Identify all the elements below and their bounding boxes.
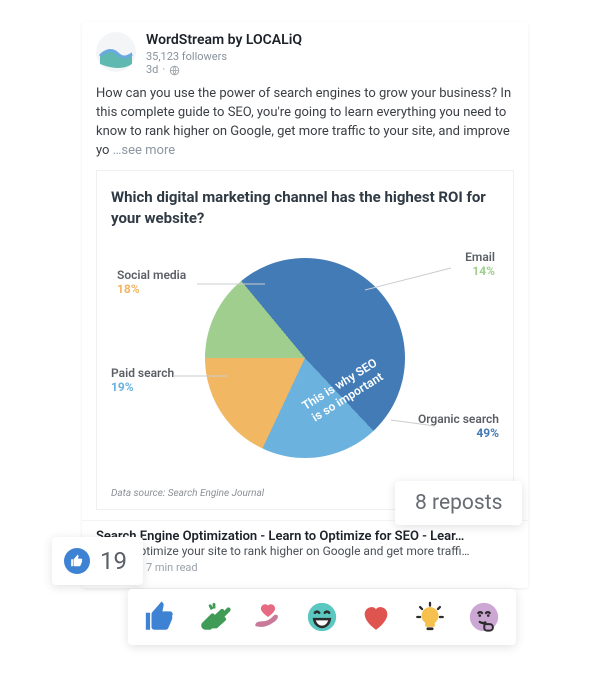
reaction-love-icon[interactable]	[358, 599, 394, 635]
article-title: Search Engine Optimization - Learn to Op…	[96, 529, 514, 544]
callout-organic: Organic search 49%	[418, 412, 499, 441]
reaction-support-icon[interactable]	[250, 599, 286, 635]
post-time: 3d	[146, 63, 158, 77]
like-icon	[64, 548, 90, 574]
reaction-insightful-icon[interactable]	[412, 599, 448, 635]
reaction-celebrate-icon[interactable]	[196, 599, 232, 635]
post-header: WordStream by LOCALiQ 35,123 followers 3…	[82, 22, 528, 83]
see-more-link[interactable]: …see more	[113, 143, 175, 158]
reaction-like-icon[interactable]	[142, 599, 178, 635]
chart-frame: Which digital marketing channel has the …	[96, 170, 514, 510]
article-meta: …m.com · 7 min read	[96, 561, 514, 574]
author-name[interactable]: WordStream by LOCALiQ	[146, 32, 302, 50]
globe-icon	[169, 65, 180, 76]
post-time-row: 3d ·	[146, 63, 302, 77]
reposts-float: 8 reposts	[395, 481, 522, 525]
chart-area: This is why SEO is so important Email 14…	[111, 238, 499, 478]
author-avatar[interactable]	[96, 32, 136, 72]
chart-title: Which digital marketing channel has the …	[111, 187, 499, 228]
author-followers: 35,123 followers	[146, 50, 302, 64]
callout-social: Social media 18%	[117, 268, 186, 297]
article-preview[interactable]: Search Engine Optimization - Learn to Op…	[82, 520, 528, 588]
pie-chart: This is why SEO is so important	[205, 258, 405, 458]
likes-float: 19	[52, 537, 143, 585]
callout-email: Email 14%	[465, 250, 495, 279]
reaction-curious-icon[interactable]	[466, 599, 502, 635]
reactions-bar	[128, 589, 516, 645]
article-subtitle: … w to optimize your site to rank higher…	[96, 544, 514, 558]
callout-paid: Paid search 19%	[111, 366, 174, 395]
reaction-funny-icon[interactable]	[304, 599, 340, 635]
post-body: How can you use the power of search engi…	[82, 83, 528, 170]
like-count: 19	[100, 547, 127, 575]
post-header-text: WordStream by LOCALiQ 35,123 followers 3…	[146, 32, 302, 77]
